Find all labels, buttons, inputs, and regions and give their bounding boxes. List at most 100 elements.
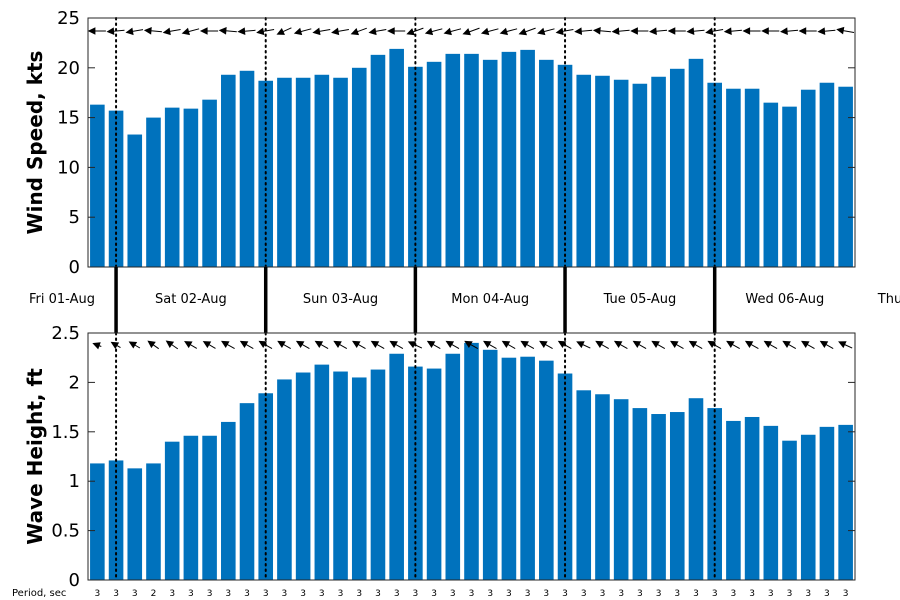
wind-direction-arrow <box>199 27 219 35</box>
wave-bar <box>632 408 648 580</box>
day-label: Sun 03-Aug <box>303 292 378 307</box>
wave-direction-arrow <box>110 341 121 349</box>
wave-direction-arrow <box>221 340 235 350</box>
wind-direction-arrow <box>276 27 292 35</box>
wind-bar <box>819 82 835 268</box>
wind-direction-arrow <box>143 27 162 35</box>
wave-axis-label: Wave Height, ft <box>23 368 47 545</box>
period-value: 3 <box>375 589 381 599</box>
wind-ytick-label: 15 <box>57 108 80 129</box>
day-label: Wed 06-Aug <box>745 292 824 307</box>
wind-direction-arrow <box>648 27 668 35</box>
wave-direction-arrow <box>239 340 254 350</box>
wave-direction-arrow <box>613 340 628 350</box>
wind-bar <box>688 58 704 268</box>
day-label: Mon 04-Aug <box>451 292 529 307</box>
wind-direction-arrow <box>162 27 181 36</box>
period-value: 3 <box>824 589 830 599</box>
wind-bar <box>520 49 535 268</box>
wind-bar <box>164 107 180 267</box>
wave-bar <box>295 372 311 580</box>
wind-direction-arrow <box>592 27 611 35</box>
wave-bar <box>351 377 367 580</box>
wind-direction-arrow <box>611 27 630 35</box>
wave-direction-arrow <box>258 340 273 350</box>
wave-direction-arrow <box>651 340 666 350</box>
wind-ytick-label: 0 <box>69 257 80 278</box>
day-label: Thu <box>877 292 900 307</box>
period-value: 3 <box>487 589 493 599</box>
period-value: 3 <box>431 589 437 599</box>
period-value: 3 <box>263 589 269 599</box>
wave-direction-arrow <box>838 341 853 349</box>
wind-bar <box>595 75 610 268</box>
wave-bar <box>501 357 517 580</box>
wind-direction-arrow <box>256 27 275 36</box>
wind-direction-arrow <box>125 27 144 36</box>
wave-direction-arrow <box>632 340 647 350</box>
wave-ytick-label: 1 <box>69 471 80 492</box>
wind-bar <box>295 77 311 267</box>
wind-bar <box>370 54 386 267</box>
period-value: 3 <box>469 589 475 599</box>
period-row: Period, sec 3 3 3 2 3 3 3 3 3 3 3 3 3 3 3 3 3 3 3 3 3 3 3 3 3 3 3 3 3… <box>12 588 848 599</box>
wind-bar <box>426 61 442 267</box>
wave-bar <box>445 353 461 580</box>
period-value: 3 <box>282 589 288 599</box>
wind-bar <box>800 89 816 268</box>
period-value: 3 <box>394 589 400 599</box>
period-value: 3 <box>749 589 755 599</box>
wave-bar <box>221 421 236 580</box>
wave-bar <box>202 435 217 580</box>
wind-direction-arrow <box>499 27 518 36</box>
period-value: 3 <box>132 589 138 599</box>
period-value: 3 <box>562 589 568 599</box>
wind-direction-arrow <box>237 27 256 35</box>
wind-bar <box>501 51 517 267</box>
period-row-label: Period, sec <box>12 588 66 599</box>
wind-direction-arrow <box>462 27 480 36</box>
wind-bar <box>613 79 629 267</box>
wind-direction-arrow <box>480 27 499 36</box>
day-label: Sat 02-Aug <box>155 292 227 307</box>
wave-bar <box>146 463 161 580</box>
wind-direction-arrow <box>555 27 574 36</box>
wave-direction-arrow <box>370 340 385 350</box>
wind-ytick-label: 5 <box>69 207 80 228</box>
wave-bar <box>127 468 143 580</box>
wave-bar <box>239 403 255 580</box>
period-value: 3 <box>600 589 606 599</box>
period-value: 3 <box>225 589 231 599</box>
wind-bar <box>482 59 498 267</box>
wave-bar <box>333 371 348 580</box>
wind-bar <box>333 77 348 267</box>
period-value: 3 <box>637 589 643 599</box>
wind-speed-panel: 0 5 10 15 20 25 Wind Speed, kts <box>23 8 856 278</box>
wave-direction-arrow <box>707 340 722 350</box>
wind-bar <box>669 68 685 267</box>
period-value: 3 <box>525 589 531 599</box>
wind-direction-arrow <box>761 27 780 35</box>
wave-direction-arrow <box>333 340 348 350</box>
period-value: 3 <box>674 589 680 599</box>
wind-bar <box>389 48 404 267</box>
wind-direction-arrow <box>406 27 424 36</box>
wind-bar <box>782 106 797 267</box>
wind-direction-arrow <box>350 27 367 36</box>
wind-bar <box>744 88 760 267</box>
wind-bar <box>726 88 741 267</box>
wave-ytick-label: 0 <box>69 570 80 591</box>
wave-ytick-label: 2.5 <box>51 323 80 344</box>
period-value: 3 <box>95 589 101 599</box>
period-value: 3 <box>244 589 250 599</box>
wind-ytick-label: 10 <box>57 157 80 178</box>
wave-bar <box>595 394 610 580</box>
day-label: Fri 01-Aug <box>29 292 95 307</box>
period-value: 3 <box>843 589 849 599</box>
wind-direction-arrow <box>798 27 817 35</box>
period-value: 3 <box>413 589 419 599</box>
wind-bar <box>277 77 292 267</box>
wind-direction-arrow <box>368 27 387 36</box>
wind-direction-arrow <box>87 27 106 35</box>
